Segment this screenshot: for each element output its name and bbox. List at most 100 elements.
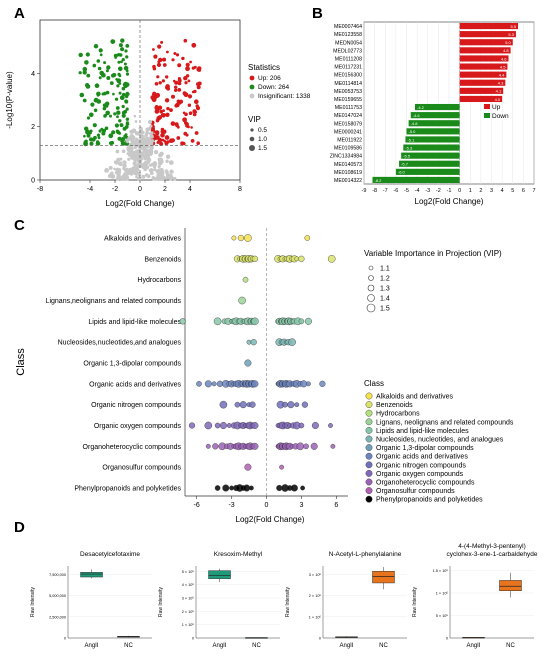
volcano-point — [172, 176, 177, 181]
volcano-point — [165, 159, 169, 163]
box-ylabel: Raw Intensity — [30, 586, 36, 617]
box-ytick-label: 2 × 10⁵ — [182, 610, 195, 614]
class-category-label: Lipids and lipid-like molecules — [88, 319, 181, 326]
volcano-point — [120, 163, 123, 166]
class-legend-dot — [365, 461, 373, 469]
bar-xtick-label: 2 — [479, 188, 482, 194]
volcano-point — [171, 58, 175, 62]
volcano-point — [115, 149, 120, 154]
class-legend-dot — [365, 478, 373, 486]
volcano-point — [120, 38, 125, 43]
volcano-point — [120, 47, 125, 52]
bar-value-label: -4.2 — [417, 105, 425, 110]
volcano-point — [181, 56, 185, 61]
box-ytick-label: 1 × 10⁶ — [436, 592, 449, 596]
class-legend-label: Benzenoids — [376, 402, 413, 409]
volcano-point — [121, 86, 126, 91]
volcano-point — [193, 65, 197, 69]
volcano-point — [128, 167, 132, 171]
class-category-label: Organic 1,3-dipolar compounds — [83, 361, 181, 368]
volcano-point — [171, 94, 175, 99]
volcano-point — [151, 177, 155, 181]
box-title: Desacetylcefotaxime — [80, 551, 140, 558]
bar-xtick-label: 3 — [490, 188, 493, 194]
volcano-plot: -8 -4 -2 0 2 4 8 0 2 4 Log2(Fold Change) -Log10(P… — [5, 19, 311, 208]
box-category-label: AngII — [340, 643, 354, 649]
class-point — [251, 442, 259, 450]
class-point — [239, 401, 247, 409]
bar-value-label: -8.2 — [375, 178, 383, 183]
volcano-point — [109, 81, 114, 85]
bar-category-label: ME0014322 — [334, 178, 362, 184]
volcano-point — [130, 156, 134, 160]
volcano-point — [96, 99, 102, 104]
volcano-point — [148, 120, 152, 124]
bar-value-label: 4.0 — [495, 97, 501, 102]
volcano-point — [132, 161, 137, 166]
volcano-point — [157, 164, 161, 169]
class-point — [328, 423, 333, 428]
box-body — [372, 571, 395, 584]
volcano-point — [126, 146, 130, 150]
bar-category-label: ME0000241 — [334, 129, 362, 135]
class-point — [311, 422, 319, 430]
bar — [406, 128, 460, 135]
class-legend-dot — [365, 409, 373, 417]
volcano-point — [120, 175, 125, 180]
volcano-point — [187, 103, 192, 107]
volcano-point — [141, 140, 145, 144]
box-plots: Desacetylcefotaxime Raw Intensity 0 2,500,0… — [30, 543, 538, 649]
class-point — [330, 443, 336, 449]
class-point — [231, 235, 237, 241]
volcano-point — [112, 92, 115, 96]
class-point — [288, 338, 296, 346]
class-category-label: Nucleosides,nucleotides,and analogues — [58, 340, 182, 347]
bar-category-label: ME0117231 — [334, 65, 362, 71]
volcano-point — [137, 171, 142, 176]
volcano-point — [110, 174, 116, 179]
box-ytick-label: 2,500,000 — [49, 615, 66, 619]
volcano-point — [125, 117, 130, 121]
volcano-point — [122, 163, 127, 168]
bar — [415, 103, 460, 111]
volcano-point — [115, 78, 118, 81]
class-point — [248, 485, 254, 491]
panel-label-b: B — [312, 5, 323, 22]
volcano-point — [176, 99, 181, 104]
volcano-point — [127, 136, 132, 141]
volcano-point — [124, 133, 128, 137]
class-point — [304, 317, 312, 325]
box-title: 4-(4-Methyl-3-pentenyl) — [458, 543, 526, 550]
volcano-point — [177, 81, 182, 86]
volcano-point — [82, 66, 88, 72]
box-plot: Desacetylcefotaxime Raw Intensity 0 2,500,0… — [30, 551, 152, 649]
class-point — [296, 442, 305, 451]
box-category-label: AngII — [467, 643, 481, 649]
volcano-point — [173, 52, 177, 55]
class-point — [213, 317, 222, 326]
class-point — [249, 401, 256, 408]
bar-category-label: MEDL02773 — [333, 48, 362, 54]
bar-xtick-label: -2 — [436, 188, 441, 194]
volcano-point — [141, 174, 146, 179]
class-point — [279, 464, 284, 470]
volcano-point — [86, 133, 91, 138]
volcano-point — [99, 53, 103, 57]
bar — [459, 63, 508, 70]
volcano-point — [121, 58, 125, 62]
volcano-point — [157, 160, 163, 166]
volcano-point — [125, 55, 129, 59]
box-ytick-label: 5 × 10⁵ — [436, 614, 449, 618]
volcano-ytick-label: 0 — [31, 178, 35, 185]
class-point — [214, 422, 221, 429]
bar-legend-down-swatch — [484, 113, 490, 118]
bar-xtick-label: 0 — [458, 188, 461, 194]
bar — [410, 112, 460, 119]
bar — [395, 168, 460, 175]
volcano-point — [108, 133, 114, 139]
volcano-point — [183, 76, 188, 81]
bar-xtick-label: 4 — [501, 188, 504, 194]
bar-value-label: -5.7 — [401, 162, 409, 167]
volcano-point — [121, 104, 125, 109]
